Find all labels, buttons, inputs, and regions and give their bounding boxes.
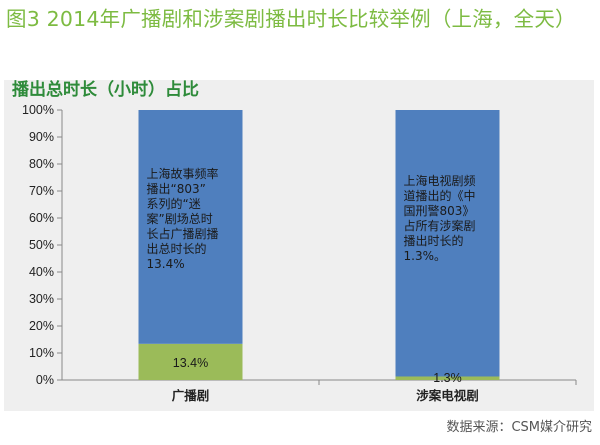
- y-tick-label: 50%: [29, 238, 54, 252]
- figure-title: 图3 2014年广播剧和涉案剧播出时长比较举例（上海，全天）: [6, 7, 576, 31]
- x-category-label: 广播剧: [172, 388, 210, 403]
- chart-axes: 0% 10% 20% 30% 40% 50% 60% 70% 80% 90% 100%: [22, 103, 577, 387]
- y-tick-label: 70%: [29, 184, 54, 198]
- annotation-text: 上海故事频率播出“803”系列的“迷案”剧场总时长占广播剧播出总时长的 13.4%: [147, 166, 219, 271]
- chart-title: 播出总时长（小时）占比: [12, 80, 199, 100]
- y-tick-label: 0%: [36, 373, 54, 387]
- bar-segment-share: [138, 343, 243, 380]
- y-tick-label: 100%: [22, 103, 54, 117]
- y-tick-label: 60%: [29, 211, 54, 225]
- chart-labels: 广播剧 13.4% 涉案电视剧 1.3% 上海故事频率播出“803”系列的“迷案”剧场总…: [147, 166, 479, 403]
- source-note: 数据来源：CSM媒介研究: [446, 420, 592, 435]
- bar-segment-rest: [395, 110, 500, 377]
- bar-segment-share: [395, 376, 500, 380]
- data-label: 1.3%: [433, 371, 462, 385]
- y-tick-label: 20%: [29, 319, 54, 333]
- chart-bars: [138, 110, 500, 380]
- y-tick-label: 40%: [29, 265, 54, 279]
- y-tick-label: 10%: [29, 346, 54, 360]
- x-category-label: 涉案电视剧: [416, 388, 479, 403]
- data-label: 13.4%: [173, 356, 208, 370]
- y-tick-label: 90%: [29, 130, 54, 144]
- y-tick-label: 80%: [29, 157, 54, 171]
- annotation-text: 上海电视剧频道播出的《中国刑警803》占所有涉案剧播出时长的 1.3%。: [404, 173, 476, 263]
- y-tick-label: 30%: [29, 292, 54, 306]
- bar-segment-rest: [138, 110, 243, 344]
